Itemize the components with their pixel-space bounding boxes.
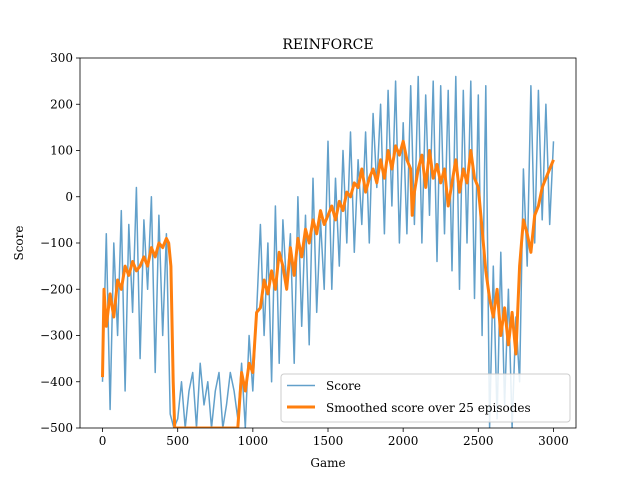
plot-area [80,58,576,428]
x-tick-label: 2000 [388,434,419,448]
x-tick-label: 1500 [313,434,344,448]
chart-title: REINFORCE [282,37,373,53]
series-line-0 [101,75,555,428]
y-tick-label: −100 [40,236,73,250]
x-tick-label: 0 [99,434,107,448]
y-axis-ticks: −500 −400 −300 −200 −100 0 100 200 300 [40,51,80,435]
series-layer [101,75,555,428]
y-axis-label: Score [12,225,26,260]
y-tick-label: 200 [50,97,73,111]
legend-label-smoothed: Smoothed score over 25 episodes [326,401,531,415]
y-tick-label: −400 [40,375,73,389]
y-tick-label: 100 [50,144,73,158]
y-tick-label: 300 [50,51,73,65]
x-tick-label: 500 [166,434,189,448]
y-tick-label: −500 [40,421,73,435]
x-tick-label: 2500 [463,434,494,448]
legend: Score Smoothed score over 25 episodes [280,373,571,423]
y-tick-label: −300 [40,329,73,343]
y-tick-label: −200 [40,282,73,296]
legend-box [280,373,571,423]
x-axis-label: Game [310,456,345,470]
x-tick-label: 3000 [538,434,569,448]
legend-label-score: Score [326,379,361,393]
series-line-1 [101,139,555,428]
x-tick-label: 1000 [238,434,269,448]
y-tick-label: 0 [65,190,73,204]
x-axis-ticks: 0 500 1000 1500 2000 2500 3000 [99,428,569,448]
